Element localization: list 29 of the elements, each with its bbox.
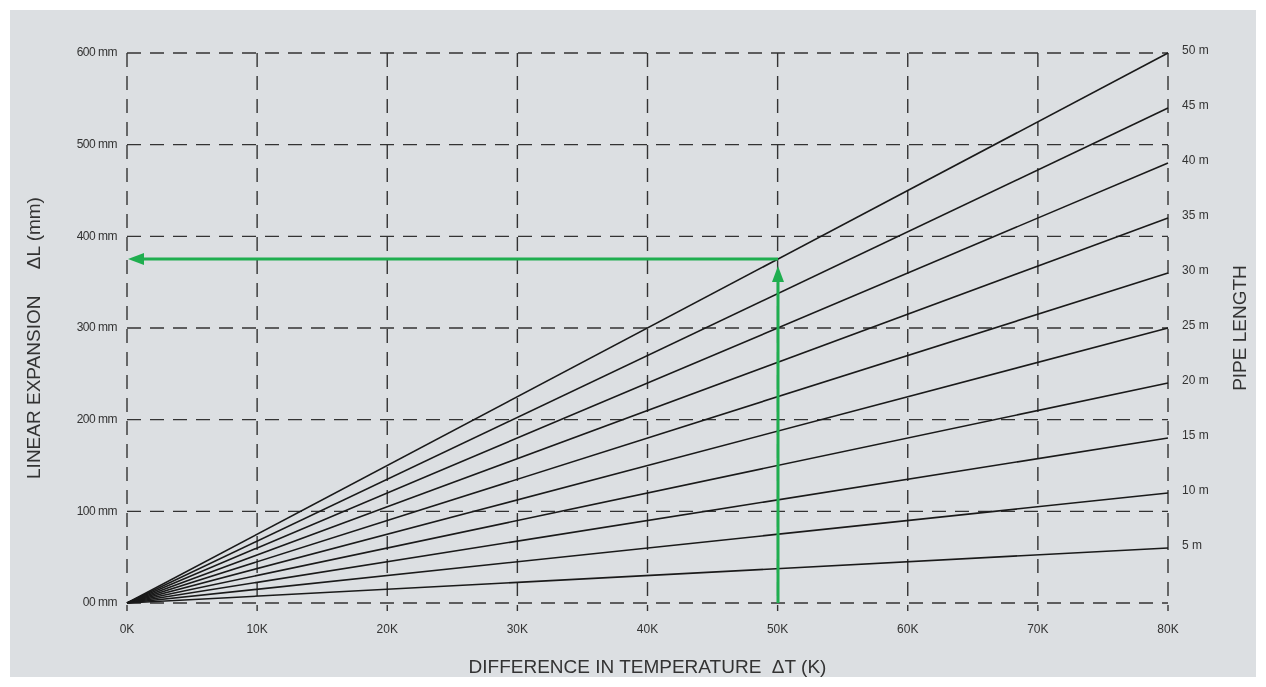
y-axis-title: LINEAR EXPANSION ΔL (mm) (23, 197, 44, 479)
y-tick-label: 600 mm (76, 45, 118, 60)
series-label: 30 m (1182, 263, 1209, 278)
x-axis-title: DIFFERENCE IN TEMPERATURE ΔT (K) (468, 656, 827, 677)
series-label: 45 m (1182, 98, 1209, 113)
series-label: 15 m (1182, 428, 1209, 443)
series-label: 5 m (1182, 538, 1203, 553)
series-label: 40 m (1182, 153, 1209, 168)
y2-axis-title: PIPE LENGTH (1229, 265, 1250, 391)
y-tick-label: 500 mm (76, 136, 118, 151)
series-label: 35 m (1182, 208, 1209, 223)
x-tick-label: 70K (1027, 622, 1049, 636)
y-tick-label: 200 mm (76, 411, 118, 426)
x-tick-label: 10K (246, 622, 268, 636)
y-tick-label: 100 mm (76, 503, 118, 518)
x-tick-label: 0K (119, 622, 135, 636)
y-tick-label: 400 mm (76, 228, 118, 243)
x-tick-label: 80K (1157, 622, 1179, 636)
series-label: 50 m (1182, 43, 1209, 58)
x-tick-label: 40K (636, 622, 659, 636)
y-tick-label: 00 mm (82, 595, 118, 610)
x-tick-label: 50K (766, 622, 789, 636)
x-tick-label: 20K (376, 622, 398, 636)
x-tick-label: 30K (506, 622, 529, 636)
series-label: 10 m (1182, 483, 1209, 498)
x-tick-label: 60K (897, 622, 919, 636)
series-label: 20 m (1182, 373, 1209, 388)
series-label: 25 m (1182, 318, 1209, 333)
y-tick-label: 300 mm (76, 320, 118, 335)
